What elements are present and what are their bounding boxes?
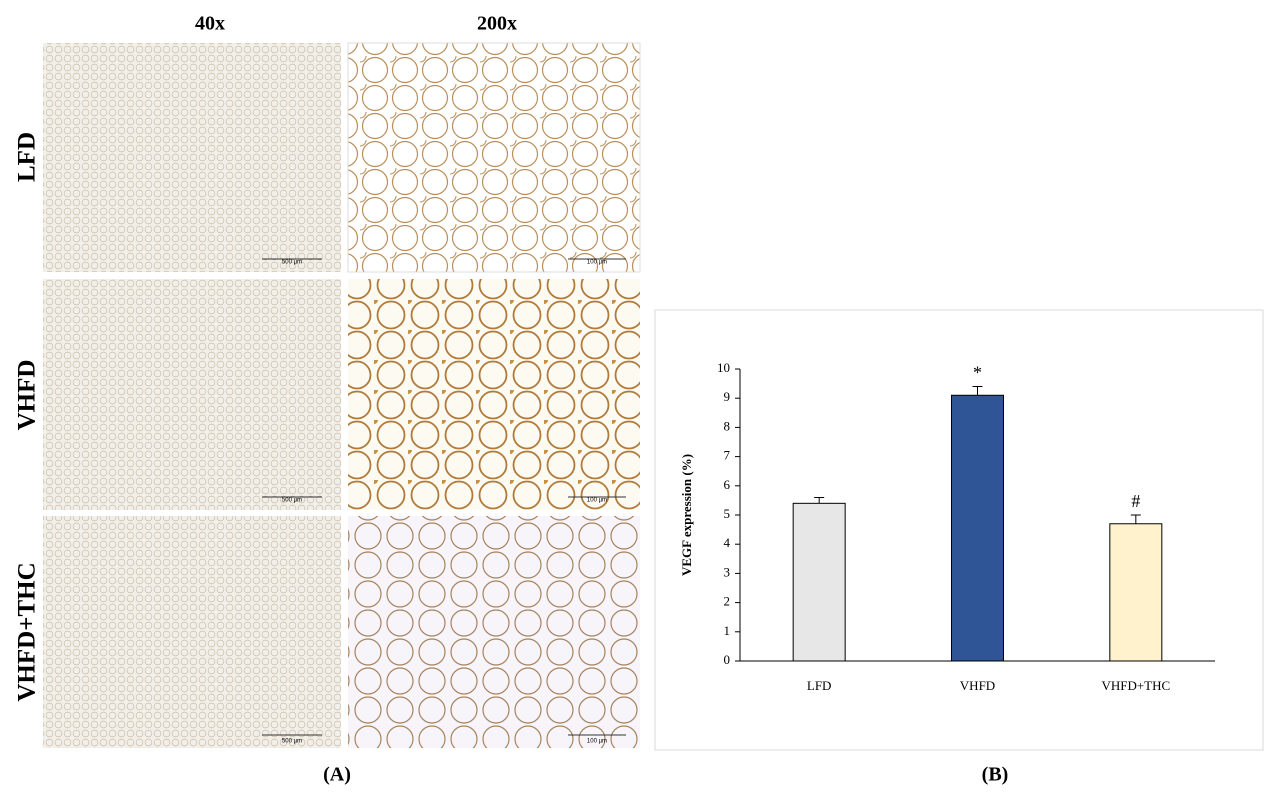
error-bar <box>814 496 825 504</box>
row-label: VHFD <box>14 360 41 431</box>
micrograph <box>43 43 341 272</box>
column-header: 200x <box>477 13 517 35</box>
significance-mark: * <box>973 363 982 383</box>
y-tick-label: 4 <box>724 535 731 550</box>
x-tick-label: LFD <box>807 678 832 693</box>
panel-label: (A) <box>323 764 351 786</box>
y-tick-label: 1 <box>724 623 731 638</box>
y-axis-label: VEGF expression (%) <box>679 454 694 576</box>
error-bar <box>972 386 983 396</box>
bar <box>792 502 846 662</box>
y-tick-label: 5 <box>724 506 731 521</box>
y-tick-label: 10 <box>717 360 730 375</box>
panel-label: (B) <box>982 764 1009 786</box>
micrograph <box>347 42 641 273</box>
micrograph <box>43 516 341 748</box>
y-tick-label: 3 <box>724 564 731 579</box>
micrograph <box>348 279 640 510</box>
scale-label: 500 µm <box>282 498 302 504</box>
row-label: LFD <box>14 132 41 182</box>
micrograph <box>43 279 341 510</box>
error-bar <box>1130 514 1141 524</box>
column-header: 40x <box>195 13 225 35</box>
scale-label: 100 µm <box>587 260 607 266</box>
scale-bars <box>262 258 626 736</box>
scale-label: 100 µm <box>587 739 607 745</box>
y-tick-label: 9 <box>724 389 731 404</box>
bar <box>951 394 1004 662</box>
y-tick-label: 8 <box>724 418 731 433</box>
x-tick-label: VHFD <box>960 678 995 693</box>
micrograph <box>348 516 640 748</box>
plot: 0 1 2 3 4 5 6 7 8 9 10 LFD VHFD * VHFD+THC # <box>717 360 1215 693</box>
y-tick-label: 0 <box>724 652 731 667</box>
y-tick-label: 6 <box>724 477 731 492</box>
y-tick-label: 2 <box>724 594 731 609</box>
x-tick-label: VHFD+THC <box>1101 678 1170 693</box>
bar <box>1109 523 1163 662</box>
scale-label: 100 µm <box>587 498 607 504</box>
scale-label: 500 µm <box>282 260 302 266</box>
scale-label: 500 µm <box>282 739 302 745</box>
row-label: VHFD+THC <box>14 562 41 701</box>
micrographs: 500 µm 100 µm 500 µm 100 µm 500 µm 100 µ… <box>43 42 641 748</box>
y-tick-label: 7 <box>724 448 731 463</box>
significance-mark: # <box>1131 491 1140 511</box>
